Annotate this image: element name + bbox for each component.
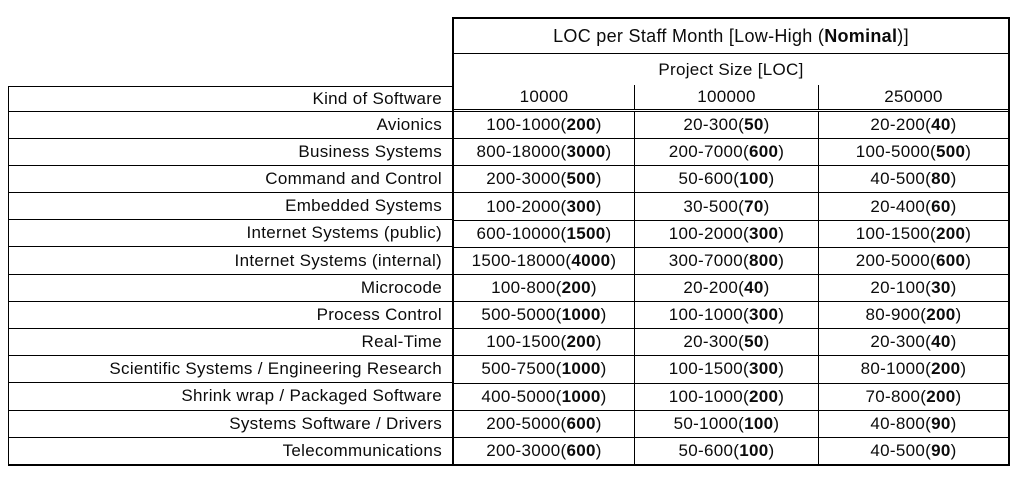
data-cell: 100-800(200) [491,278,597,298]
table-row: 100-2000(300) 30-500(70) 20-400(60) [454,192,1008,220]
data-cell: 100-2000(300) [634,220,818,247]
data-cell: 100-2000(300) [486,196,602,216]
row-label: Avionics [376,114,442,134]
row-label: Internet Systems (internal) [9,246,452,273]
data-cell: 800-18000(3000) [476,142,612,162]
data-cell: 50-1000(100) [634,410,818,437]
column-header-250000: 250000 [818,85,1008,109]
table-row: 800-18000(3000) 200-7000(600) 100-5000(500… [454,138,1008,166]
data-cell: 200-5000(600) [486,413,602,433]
data-cell: 1500-18000(4000) [471,250,617,270]
data-cell: 100-5000(500) [818,139,1008,166]
data-cell: 50-600(100) [634,437,818,465]
table-title: LOC per Staff Month [Low-High (Nominal)] [454,19,1008,54]
data-cell: 20-200(40) [818,112,1008,139]
data-cell: 200-5000(600) [818,247,1008,274]
data-cell: 20-300(50) [634,329,818,356]
row-label: Command and Control [9,164,452,192]
title-prefix: LOC per Staff Month [Low-High ( [553,25,825,46]
row-label: Embedded Systems [9,192,452,219]
data-cell: 40-500(90) [818,437,1008,465]
column-header-100000: 100000 [634,85,818,109]
row-label: Telecommunications [9,436,452,464]
data-cell: 500-5000(1000) [481,305,607,325]
data-cell: 500-7500(1000) [481,359,607,379]
title-nominal-bold: Nominal [824,25,898,46]
data-cell: 70-800(200) [818,383,1008,410]
data-cell: 20-400(60) [818,193,1008,220]
table-row: 600-10000(1500) 100-2000(300) 100-1500(200… [454,219,1008,247]
corner-header-kind-of-software: Kind of Software [9,87,452,112]
data-cell: 20-100(30) [818,274,1008,302]
row-label: Microcode [9,273,452,301]
table-row: 200-3000(600) 50-600(100) 40-500(90) [454,436,1008,465]
table-row: 100-1000(200) 20-300(50) 20-200(40) [454,112,1008,139]
table-row: 400-5000(1000) 100-1000(200) 70-800(200) [454,382,1008,410]
row-label: Real-Time [9,328,452,355]
row-label: Systems Software / Drivers [9,409,452,437]
data-rows: 100-1000(200) 20-300(50) 20-200(40) 800-180… [454,112,1008,465]
data-cell: 50-600(100) [634,166,818,193]
row-labels: Avionics Business Systems Command and Cont… [9,112,452,465]
data-cell: 600-10000(1500) [476,223,612,243]
table-row: 500-5000(1000) 100-1000(300) 80-900(200) [454,301,1008,329]
data-cell: 200-3000(600) [486,440,602,460]
table-row: 500-7500(1000) 100-1500(300) 80-1000(200) [454,355,1008,383]
data-cell: 100-1500(200) [818,220,1008,247]
row-label: Shrink wrap / Packaged Software [9,382,452,409]
data-cell: 30-500(70) [634,193,818,220]
kind-of-software-column: Kind of Software Avionics Business System… [8,86,452,466]
data-cell: 20-300(40) [818,329,1008,356]
data-cell: 300-7000(800) [634,247,818,274]
data-cell: 20-300(50) [634,112,818,139]
table-row: 100-800(200) 20-200(40) 20-100(30) [454,273,1008,302]
table-row: 1500-18000(4000) 300-7000(800) 200-5000(60… [454,246,1008,274]
data-cell: 200-3000(500) [486,169,602,189]
data-cell: 200-7000(600) [634,139,818,166]
size-column-headers: 10000 100000 250000 [454,85,1008,112]
column-header-10000: 10000 [519,87,569,106]
loc-data-panel: LOC per Staff Month [Low-High (Nominal)]… [452,17,1010,466]
data-cell: 100-1000(200) [634,383,818,410]
data-cell: 400-5000(1000) [481,386,607,406]
row-label: Internet Systems (public) [9,219,452,246]
table-row: 200-3000(500) 50-600(100) 40-500(80) [454,165,1008,193]
data-cell: 80-900(200) [818,302,1008,329]
data-cell: 80-1000(200) [818,356,1008,383]
data-cell: 100-1000(200) [486,115,602,135]
data-cell: 100-1500(300) [634,356,818,383]
project-size-header: Project Size [LOC] [658,59,804,79]
data-cell: 100-1500(200) [486,332,602,352]
table-row: 100-1500(200) 20-300(50) 20-300(40) [454,328,1008,356]
data-cell: 20-200(40) [634,274,818,302]
row-label: Business Systems [9,137,452,165]
data-cell: 100-1000(300) [634,302,818,329]
data-cell: 40-800(90) [818,410,1008,437]
data-cell: 40-500(80) [818,166,1008,193]
row-label: Process Control [9,300,452,328]
title-suffix: )] [897,25,909,46]
row-label: Scientific Systems / Engineering Researc… [9,355,452,382]
table-row: 200-5000(600) 50-1000(100) 40-800(90) [454,409,1008,437]
